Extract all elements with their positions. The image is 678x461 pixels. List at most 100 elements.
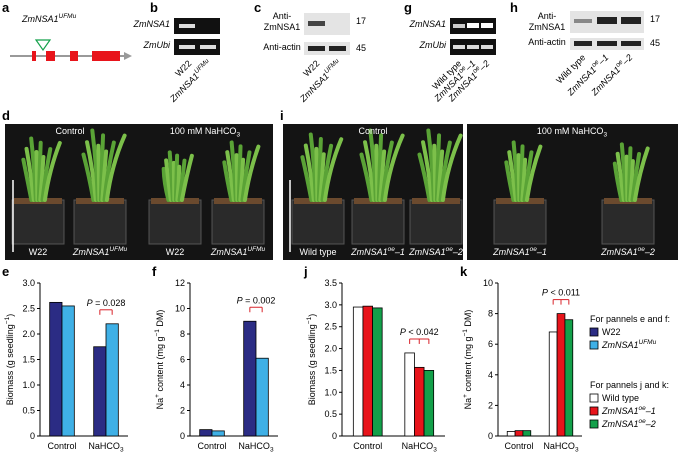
band — [453, 24, 465, 28]
legend-label: W22 — [602, 327, 621, 337]
pot — [291, 199, 345, 245]
leaf — [104, 133, 127, 202]
y-axis-label: Na+ content (mg g−1 DM) — [154, 310, 165, 410]
text-part: ZmNSA1 — [601, 419, 639, 429]
band — [481, 45, 493, 49]
leaf — [300, 155, 314, 202]
y-tick-label: 10 — [175, 304, 185, 314]
text-part: P — [542, 288, 548, 298]
panel-label: h — [510, 0, 518, 15]
text-part: oe — [639, 418, 647, 425]
leaf — [318, 152, 326, 202]
leaf — [177, 158, 187, 202]
y-tick-label: 2.0 — [324, 344, 337, 354]
y-tick-label: 1.0 — [324, 387, 337, 397]
y-tick-label: 0.5 — [324, 409, 337, 419]
text-part: NaHCO — [238, 441, 270, 451]
pot — [493, 199, 547, 245]
text-part: −1 — [4, 316, 11, 324]
y-tick-label: 0 — [180, 431, 185, 441]
text-part: ZmNSA1 — [600, 247, 638, 257]
leaf — [359, 152, 374, 202]
x-tick-label: NaHCO3 — [543, 441, 579, 454]
text-part: oe — [638, 246, 646, 253]
exon — [92, 51, 120, 61]
y-tick-label: 4 — [180, 380, 185, 390]
plant-label: ZmNSA1oe–1 — [350, 246, 405, 257]
leaf — [630, 152, 642, 202]
y-tick-label: 4 — [488, 370, 493, 380]
plant-label: W22 — [166, 247, 185, 257]
text-part: UFMu — [639, 339, 657, 346]
text-part: Biomass (g seedling — [5, 324, 15, 405]
bar — [556, 313, 566, 437]
row-label: ZmUbi — [419, 40, 447, 50]
band — [179, 24, 195, 28]
y-tick-label: 6 — [488, 339, 493, 349]
marker: 17 — [650, 14, 660, 24]
plant-label: ZmNSA1oe–2 — [600, 246, 655, 257]
leaf — [303, 143, 316, 202]
text-part: ZmNSA1 — [601, 340, 639, 350]
row-label: ZmNSA1 — [408, 19, 446, 29]
band — [621, 41, 641, 46]
leaf — [628, 159, 635, 202]
bar — [199, 429, 213, 437]
bar — [522, 430, 532, 437]
leaf — [225, 150, 236, 202]
text-part: –2 — [452, 247, 463, 257]
text-part: ZmNSA1 — [408, 247, 446, 257]
text-part: oe — [457, 64, 467, 74]
row-label: Anti-actin — [528, 37, 566, 47]
text-part: + — [154, 394, 161, 398]
pot — [351, 199, 405, 245]
panel-label: k — [460, 264, 468, 279]
text-part: –2 — [645, 419, 656, 429]
text-part: 3 — [236, 132, 240, 139]
x-tick-label: NaHCO3 — [238, 441, 274, 454]
leaf — [363, 140, 376, 202]
text-part: UFMu — [109, 246, 127, 253]
text-part: oe — [639, 405, 647, 412]
text-part: 3 — [575, 447, 579, 454]
y-tick-label: 8 — [488, 309, 493, 319]
bar — [49, 301, 63, 437]
text-part: 100 mM NaHCO — [537, 126, 604, 136]
leaf — [438, 140, 452, 202]
y-axis-label: Biomass (g seedling−1) — [4, 314, 15, 405]
panel-label: e — [2, 264, 9, 279]
bar — [404, 352, 415, 437]
panel-label: d — [2, 108, 10, 123]
text-part: = 0.028 — [93, 298, 126, 308]
band — [574, 41, 592, 46]
text-part: Biomass (g seedling — [307, 324, 317, 405]
text-part: content (mg g — [155, 337, 165, 395]
band — [329, 46, 346, 51]
bar — [506, 431, 516, 437]
annotation: P < 0.042 — [400, 327, 439, 337]
leaf — [42, 140, 62, 202]
leaf — [322, 137, 344, 202]
pot — [11, 199, 65, 245]
text-part: ZmNSA1 — [492, 247, 530, 257]
legend-swatch — [589, 393, 599, 403]
band — [597, 17, 617, 24]
blot — [304, 13, 350, 35]
legend-label: Wild type — [602, 393, 639, 403]
text-part: oe — [388, 246, 396, 253]
panel-label: i — [280, 108, 284, 123]
gel — [174, 18, 220, 34]
pot — [211, 199, 265, 245]
text-part: content (mg g — [463, 337, 473, 395]
leaf — [440, 133, 463, 202]
marker: 45 — [650, 38, 660, 48]
bar — [362, 305, 373, 437]
leaf — [378, 149, 387, 202]
text-part: Na — [463, 398, 473, 410]
bar — [255, 357, 269, 437]
band — [308, 21, 325, 26]
annotation: P < 0.011 — [542, 288, 580, 298]
text-part: ZmNSA1 — [350, 247, 388, 257]
row-label: ZmNSA1 — [132, 19, 170, 29]
leaf — [615, 151, 626, 202]
